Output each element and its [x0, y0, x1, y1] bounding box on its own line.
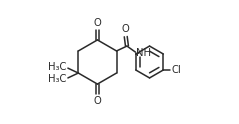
Text: O: O: [93, 96, 101, 106]
Text: H₃C: H₃C: [48, 62, 66, 72]
Text: H₃C: H₃C: [48, 74, 66, 84]
Text: O: O: [122, 24, 130, 34]
Text: Cl: Cl: [171, 65, 181, 75]
Text: O: O: [93, 18, 101, 28]
Text: NH: NH: [136, 48, 151, 58]
